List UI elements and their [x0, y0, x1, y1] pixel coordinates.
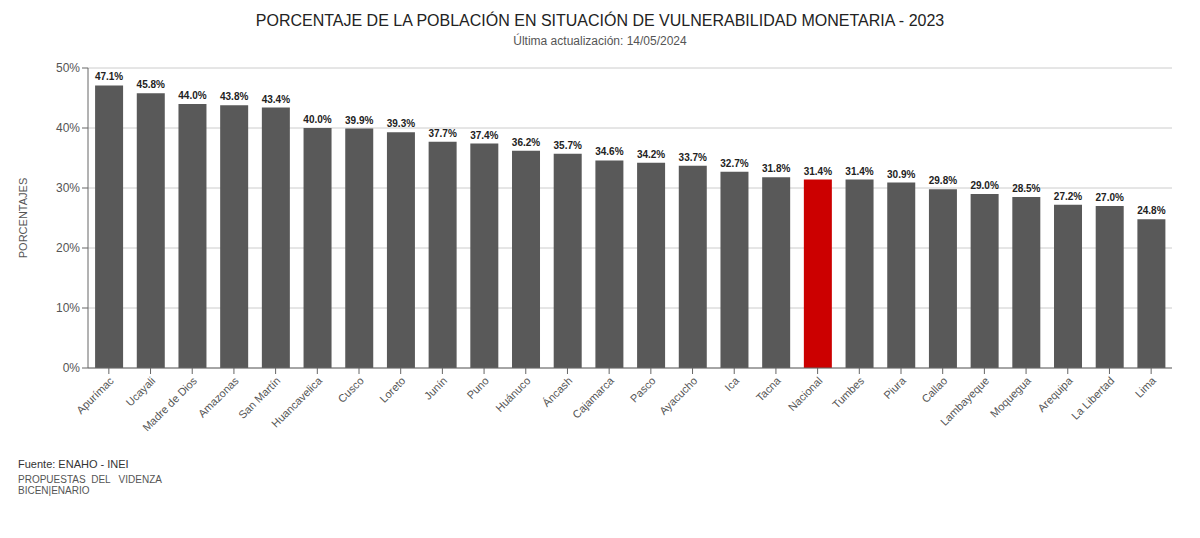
svg-text:31.4%: 31.4%: [845, 166, 873, 177]
svg-text:44.0%: 44.0%: [178, 90, 206, 101]
svg-text:43.4%: 43.4%: [262, 94, 290, 105]
svg-text:47.1%: 47.1%: [95, 71, 123, 82]
svg-text:37.4%: 37.4%: [470, 130, 498, 141]
svg-text:Arequipa: Arequipa: [1035, 374, 1075, 414]
svg-text:Junín: Junín: [422, 374, 450, 402]
svg-text:Cusco: Cusco: [335, 374, 366, 405]
svg-text:Huánuco: Huánuco: [493, 374, 533, 414]
svg-text:Apurímac: Apurímac: [74, 374, 116, 416]
svg-text:Lima: Lima: [1133, 374, 1159, 400]
svg-text:Lambayeque: Lambayeque: [938, 374, 991, 427]
svg-text:Ayacucho: Ayacucho: [657, 374, 700, 417]
svg-text:Cajamarca: Cajamarca: [570, 374, 617, 421]
svg-text:Moquegua: Moquegua: [988, 374, 1034, 420]
html-text:Última actualización: 14/05/20: Última actualización: 14/05/2024: [513, 34, 687, 48]
svg-text:39.3%: 39.3%: [387, 118, 415, 129]
svg-text:32.7%: 32.7%: [720, 158, 748, 169]
svg-text:31.8%: 31.8%: [762, 163, 790, 174]
svg-text:31.4%: 31.4%: [804, 166, 832, 177]
html-text:PORCENTAJE DE LA POBLACIÓN EN: PORCENTAJE DE LA POBLACIÓN EN SITUACIÓN …: [255, 12, 945, 29]
svg-text:Ica: Ica: [722, 374, 741, 393]
svg-text:30%: 30%: [56, 181, 80, 195]
html-text:Fuente: ENAHO - INEI: Fuente: ENAHO - INEI: [18, 458, 129, 470]
svg-text:Loreto: Loreto: [377, 374, 408, 405]
svg-text:Amazonas: Amazonas: [196, 374, 242, 420]
svg-text:Tacna: Tacna: [754, 374, 784, 404]
svg-text:San Martín: San Martín: [236, 374, 283, 421]
svg-text:24.8%: 24.8%: [1137, 205, 1165, 216]
svg-text:27.2%: 27.2%: [1054, 191, 1082, 202]
svg-text:Tumbes: Tumbes: [830, 374, 867, 411]
svg-text:34.6%: 34.6%: [595, 146, 623, 157]
svg-text:Áncash: Áncash: [540, 374, 574, 408]
svg-text:28.5%: 28.5%: [1012, 183, 1040, 194]
svg-text:La Libertad: La Libertad: [1069, 374, 1116, 421]
svg-text:33.7%: 33.7%: [679, 152, 707, 163]
svg-text:Ucayali: Ucayali: [123, 374, 157, 408]
svg-text:40.0%: 40.0%: [303, 114, 331, 125]
svg-text:Nacional: Nacional: [786, 374, 825, 413]
svg-text:10%: 10%: [56, 301, 80, 315]
html-text:BICEN|ENARIO: BICEN|ENARIO: [18, 485, 90, 496]
svg-text:29.8%: 29.8%: [929, 175, 957, 186]
svg-text:27.0%: 27.0%: [1096, 192, 1124, 203]
svg-text:40%: 40%: [56, 121, 80, 135]
svg-text:36.2%: 36.2%: [512, 137, 540, 148]
svg-text:34.2%: 34.2%: [637, 149, 665, 160]
svg-text:37.7%: 37.7%: [428, 128, 456, 139]
svg-text:30.9%: 30.9%: [887, 169, 915, 180]
svg-text:39.9%: 39.9%: [345, 115, 373, 126]
svg-text:20%: 20%: [56, 241, 80, 255]
svg-text:Pasco: Pasco: [628, 374, 658, 404]
svg-text:Puno: Puno: [464, 374, 491, 401]
svg-text:0%: 0%: [63, 361, 81, 375]
svg-text:43.8%: 43.8%: [220, 91, 248, 102]
svg-text:PORCENTAJES: PORCENTAJES: [17, 178, 29, 258]
svg-text:Madre de Dios: Madre de Dios: [140, 374, 199, 433]
svg-text:Piura: Piura: [881, 374, 908, 401]
svg-text:Huancavelica: Huancavelica: [269, 374, 325, 430]
svg-text:Callao: Callao: [919, 374, 950, 405]
svg-text:50%: 50%: [56, 61, 80, 75]
svg-text:29.0%: 29.0%: [970, 180, 998, 191]
svg-text:35.7%: 35.7%: [554, 140, 582, 151]
html-text:PROPUESTAS DEL VIDENZA: PROPUESTAS DEL VIDENZA: [18, 474, 162, 485]
svg-text:45.8%: 45.8%: [137, 79, 165, 90]
